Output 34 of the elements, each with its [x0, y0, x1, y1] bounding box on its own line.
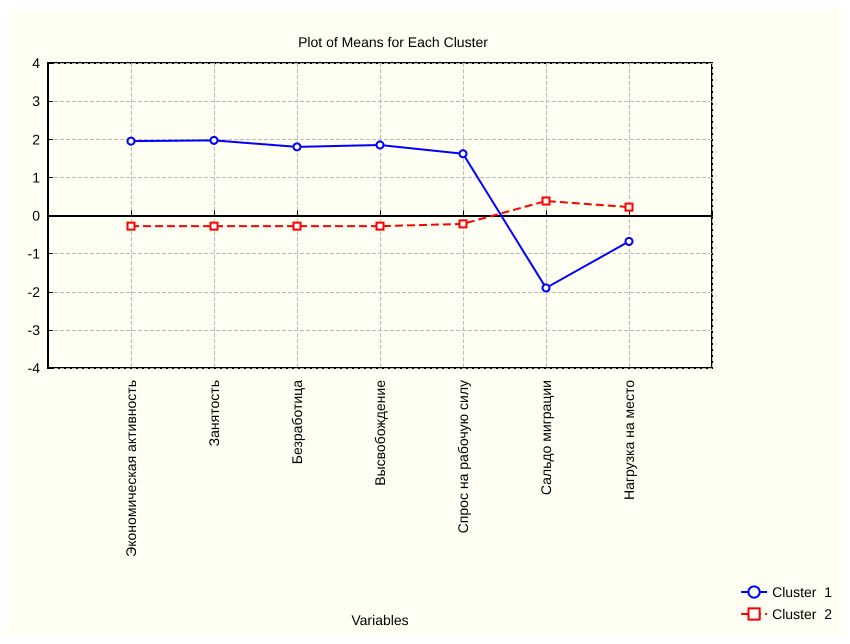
y-tick-label: 0 [32, 208, 40, 224]
point [210, 136, 218, 145]
point [624, 202, 634, 212]
x-tick-label: Безработица [289, 380, 305, 464]
y-tick-label: -3 [28, 322, 40, 338]
y-tick-label: 4 [32, 55, 40, 71]
y-tick-label: 2 [32, 131, 40, 148]
point [624, 236, 634, 246]
x-tick-label: Занятость [206, 380, 222, 446]
point [292, 222, 302, 231]
x-tick-label: Нагрузка на место [621, 380, 637, 500]
point [126, 136, 136, 146]
x-tick-label: Высвобождение [372, 380, 388, 486]
point [376, 140, 384, 150]
point [458, 149, 468, 158]
point [376, 222, 384, 231]
point [458, 219, 468, 228]
y-tick-label: -4 [28, 360, 40, 376]
x-axis-title: Variables [351, 612, 409, 628]
legend-label: Cluster 2 [772, 606, 832, 622]
legend-label: Cluster 1 [772, 584, 832, 600]
y-tick-label: -2 [28, 284, 40, 300]
point [210, 222, 218, 231]
point [292, 142, 302, 152]
chart-title: Plot of Means for Each Cluster [298, 34, 488, 50]
point [542, 283, 550, 292]
point [126, 222, 136, 231]
y-tick-label: 3 [32, 93, 40, 110]
y-tick-label: 1 [32, 169, 40, 186]
point [542, 196, 550, 206]
x-tick-label: Сальдо миграции [538, 380, 554, 496]
x-tick-label: Спрос на рабочую силу [455, 380, 471, 534]
x-tick-label: Экономическая активность [123, 380, 139, 557]
y-tick-label: -1 [28, 246, 40, 262]
